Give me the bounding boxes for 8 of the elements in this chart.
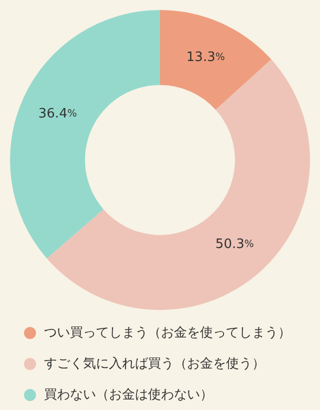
donut-slice xyxy=(160,10,272,110)
legend-label: つい買ってしまう（お金を使ってしまう） xyxy=(44,326,291,341)
legend-label: すごく気に入れば買う（お金を使う） xyxy=(44,356,265,372)
data-label: 13.3% xyxy=(186,50,225,65)
donut-slice xyxy=(10,10,160,258)
data-label: 36.4% xyxy=(38,106,77,121)
data-label: 50.3% xyxy=(215,236,254,252)
legend-label: 買わない（お金は使わない） xyxy=(44,388,213,403)
